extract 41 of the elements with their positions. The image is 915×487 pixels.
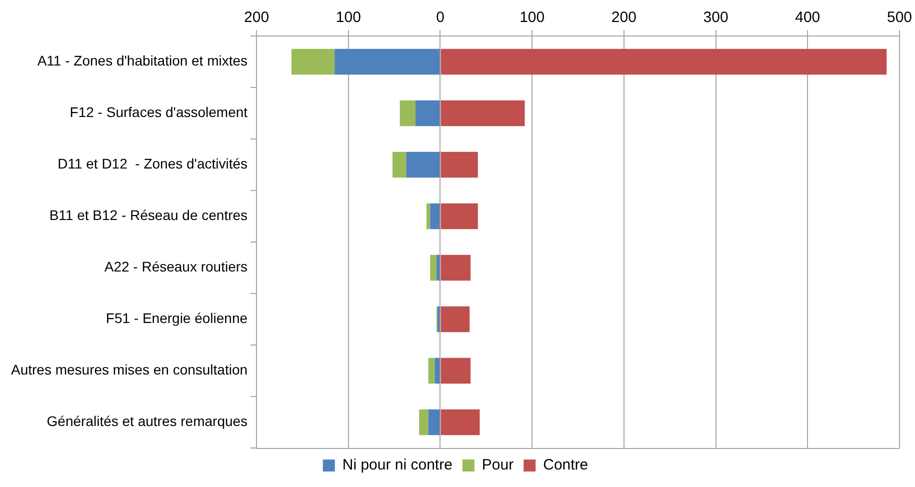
y-tick-label: Autres mesures mises en consultation bbox=[10, 362, 248, 378]
bar bbox=[428, 409, 440, 436]
bar bbox=[440, 203, 478, 230]
y-tick-label: D11 et D12 - Zones d'activités bbox=[58, 156, 248, 172]
bar bbox=[415, 100, 440, 126]
bar bbox=[419, 409, 428, 436]
y-tick-label: A11 - Zones d'habitation et mixtes bbox=[37, 52, 248, 69]
bar bbox=[291, 48, 335, 75]
x-tick-label: 500 bbox=[886, 9, 912, 26]
bar bbox=[440, 254, 471, 281]
bar bbox=[406, 152, 440, 178]
legend-label: Pour bbox=[482, 456, 514, 474]
y-tick-label: Généralités et autres remarques bbox=[46, 413, 248, 430]
bar bbox=[440, 306, 470, 332]
y-tick-label: A22 - Réseaux routiers bbox=[104, 258, 248, 275]
x-tick-label: 200 bbox=[244, 9, 270, 26]
bar bbox=[426, 203, 430, 230]
bar bbox=[392, 152, 406, 178]
bar bbox=[428, 358, 435, 384]
bar bbox=[440, 48, 887, 75]
x-tick-label: 300 bbox=[703, 9, 728, 26]
bar bbox=[440, 409, 480, 436]
y-tick-label: F51 - Energie éolienne bbox=[106, 310, 248, 326]
legend-label: Ni pour ni contre bbox=[342, 456, 452, 474]
bar bbox=[440, 358, 471, 384]
bar bbox=[436, 254, 440, 281]
bar bbox=[334, 48, 440, 75]
bar bbox=[440, 152, 478, 178]
y-tick-label: F12 - Surfaces d'assolement bbox=[70, 104, 248, 120]
x-tick-label: 100 bbox=[336, 9, 361, 26]
x-tick-label: 100 bbox=[520, 9, 545, 26]
bar bbox=[400, 100, 416, 126]
bar bbox=[430, 203, 440, 230]
x-tick-label: 200 bbox=[611, 9, 636, 26]
bar bbox=[440, 100, 525, 126]
bar bbox=[434, 358, 440, 384]
x-tick-label: 0 bbox=[436, 9, 444, 26]
x-tick-label: 400 bbox=[795, 9, 820, 26]
y-tick-label: B11 et B12 - Réseau de centres bbox=[49, 207, 248, 224]
bar bbox=[430, 254, 437, 281]
legend-label: Contre bbox=[543, 456, 588, 474]
